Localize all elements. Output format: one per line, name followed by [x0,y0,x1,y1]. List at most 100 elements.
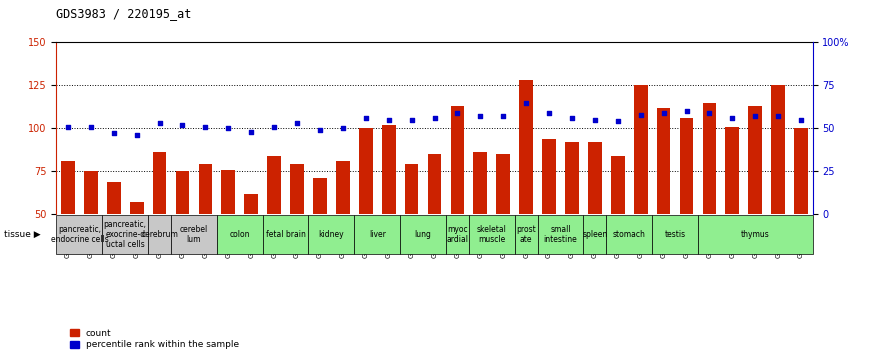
Point [611,119,625,124]
Bar [607,215,652,254]
Text: thymus: thymus [741,230,770,239]
Point [450,110,464,116]
Point [428,115,441,121]
Bar [262,215,308,254]
Bar [61,161,75,214]
Bar [634,85,647,214]
Point [474,114,488,119]
Bar [84,171,97,214]
Point [565,115,579,121]
Bar [171,215,217,254]
Bar [520,80,533,214]
Bar [217,215,262,254]
Point [107,131,121,136]
Text: kidney: kidney [319,230,344,239]
Bar [450,106,464,214]
Point [680,108,693,114]
Point [748,114,762,119]
Bar [405,164,419,214]
Point [726,115,740,121]
Point [496,114,510,119]
Bar [748,106,762,214]
Point [336,125,350,131]
Text: spleen: spleen [582,230,607,239]
Text: skeletal
muscle: skeletal muscle [477,225,507,244]
Point [267,124,281,130]
Point [222,125,235,131]
Bar [428,154,441,214]
Bar [290,164,304,214]
Point [84,124,98,130]
Bar [355,215,400,254]
Point [176,122,189,128]
Text: liver: liver [368,230,386,239]
Bar [772,85,785,214]
Point [129,132,143,138]
Bar [588,142,601,214]
Bar [698,215,813,254]
Bar [148,215,171,254]
Bar [176,171,189,214]
Bar [474,152,488,214]
Bar [400,215,446,254]
Text: cerebrum: cerebrum [141,230,178,239]
Point [61,124,75,130]
Bar [244,194,258,214]
Bar [268,156,281,214]
Point [381,117,395,122]
Text: pancreatic,
endocrine cells: pancreatic, endocrine cells [50,225,109,244]
Bar [542,139,556,214]
Bar [680,118,693,214]
Bar [794,128,808,214]
Point [702,110,716,116]
Bar [702,103,716,214]
Bar [657,108,671,214]
Text: testis: testis [665,230,686,239]
Bar [153,152,167,214]
Bar [107,182,121,214]
Point [244,129,258,135]
Text: pancreatic,
exocrine-d
uctal cells: pancreatic, exocrine-d uctal cells [103,220,147,249]
Point [542,110,556,116]
Text: colon: colon [229,230,250,239]
Bar [56,215,103,254]
Bar [336,161,349,214]
Point [313,127,327,133]
Bar [446,215,469,254]
Bar [496,154,510,214]
Text: small
intestine: small intestine [544,225,577,244]
Bar [129,202,143,214]
Bar [381,125,395,214]
Point [290,120,304,126]
Bar [359,128,373,214]
Bar [652,215,698,254]
Bar [103,215,148,254]
Legend: count, percentile rank within the sample: count, percentile rank within the sample [70,329,239,349]
Text: myoc
ardial: myoc ardial [447,225,468,244]
Point [771,114,785,119]
Point [405,117,419,122]
Text: tissue ▶: tissue ▶ [3,230,41,239]
Text: stomach: stomach [613,230,646,239]
Bar [222,170,235,214]
Point [198,124,212,130]
Bar [565,142,579,214]
Bar [583,215,607,254]
Bar [611,156,625,214]
Point [153,120,167,126]
Text: GDS3983 / 220195_at: GDS3983 / 220195_at [56,7,192,20]
Text: prost
ate: prost ate [516,225,536,244]
Text: lung: lung [415,230,432,239]
Bar [538,215,583,254]
Point [794,117,808,122]
Bar [514,215,538,254]
Point [519,100,533,105]
Text: fetal brain: fetal brain [266,230,306,239]
Point [359,115,373,121]
Bar [313,178,327,214]
Point [657,110,671,116]
Text: cerebel
lum: cerebel lum [180,225,208,244]
Bar [198,164,212,214]
Bar [726,127,740,214]
Point [588,117,602,122]
